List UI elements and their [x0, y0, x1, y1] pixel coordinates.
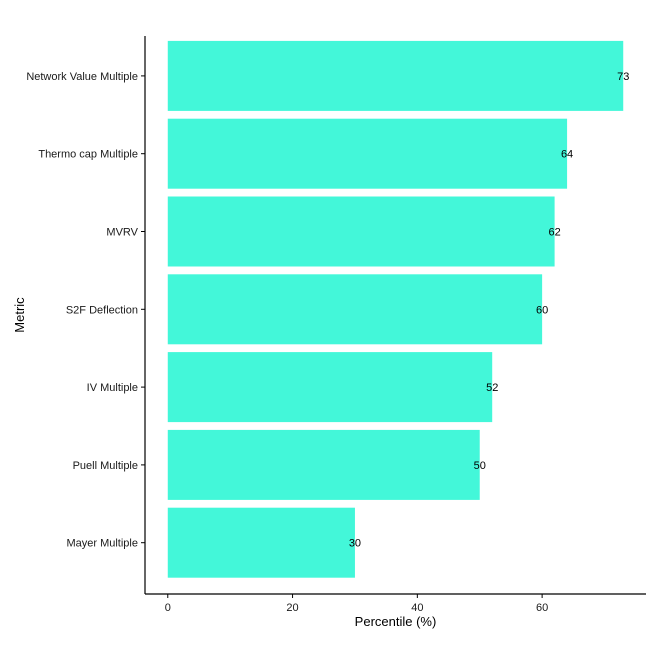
- bar-labels-group: 73 64 62 60 52 50 30: [349, 71, 630, 550]
- y-tick-label-3: S2F Deflection: [66, 304, 138, 316]
- y-tick-label-2: MVRV: [106, 227, 138, 239]
- y-tick-label-5: Puell Multiple: [73, 460, 138, 472]
- bar-value-label-1: 64: [561, 149, 573, 161]
- bar-5: [167, 429, 480, 500]
- x-axis-ticks: 0 20 40 60: [165, 594, 548, 614]
- y-tick-label-4: IV Multiple: [87, 382, 138, 394]
- y-axis-title: Metric: [12, 297, 27, 333]
- bar-value-label-2: 62: [548, 227, 560, 239]
- x-tick-label-2: 40: [411, 602, 423, 614]
- bar-0: [167, 40, 624, 111]
- y-tick-label-0: Network Value Multiple: [26, 71, 138, 83]
- y-tick-label-1: Thermo cap Multiple: [38, 149, 138, 161]
- x-tick-label-1: 20: [286, 602, 298, 614]
- bar-1: [167, 118, 568, 189]
- bar-value-label-5: 50: [474, 460, 486, 472]
- bar-value-label-0: 73: [617, 71, 629, 83]
- bar-value-label-3: 60: [536, 304, 548, 316]
- bar-4: [167, 352, 493, 423]
- bar-2: [167, 196, 555, 267]
- x-axis-title: Percentile (%): [355, 614, 437, 629]
- bar-6: [167, 507, 355, 578]
- y-axis-ticks: Network Value Multiple Thermo cap Multipl…: [26, 71, 145, 550]
- x-tick-label-3: 60: [536, 602, 548, 614]
- bar-value-label-6: 30: [349, 538, 361, 550]
- bars-group: [167, 40, 624, 578]
- bar-value-label-4: 52: [486, 382, 498, 394]
- x-tick-label-0: 0: [165, 602, 171, 614]
- bar-3: [167, 274, 543, 345]
- y-tick-label-6: Mayer Multiple: [66, 538, 138, 550]
